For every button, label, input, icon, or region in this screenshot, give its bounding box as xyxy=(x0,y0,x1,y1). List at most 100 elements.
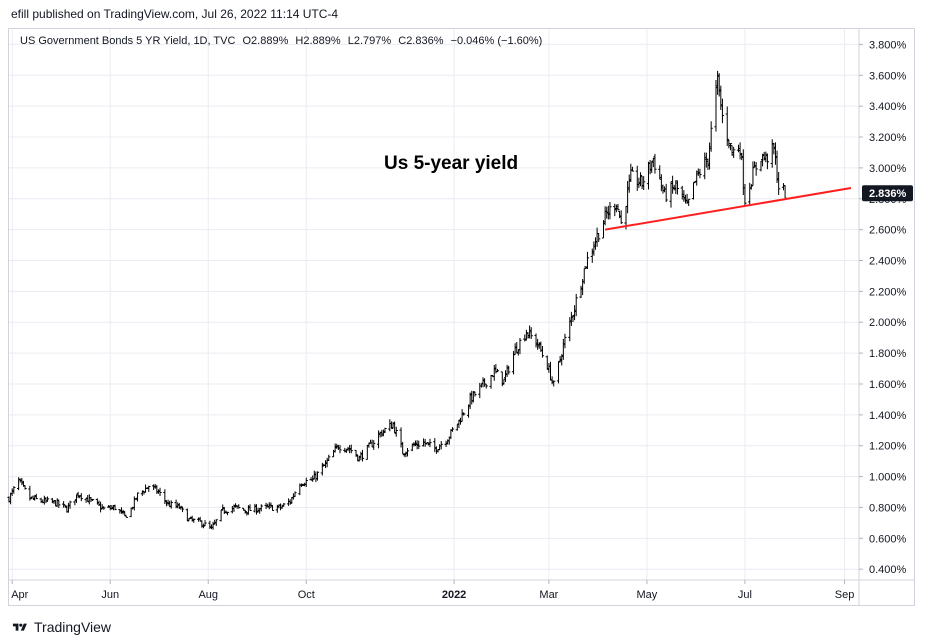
tradingview-brand[interactable]: TradingView xyxy=(12,619,111,635)
ohlc-bar xyxy=(237,504,241,509)
ohlc-bar xyxy=(192,518,196,523)
y-tick-label: 1.200% xyxy=(869,441,907,453)
ohlc-bar xyxy=(360,449,365,462)
ohlc-bar xyxy=(698,168,702,179)
y-tick-label: 1.800% xyxy=(869,348,907,360)
ohlc-bar xyxy=(489,374,493,389)
x-tick-label: Jun xyxy=(101,589,119,601)
ohlc-bar xyxy=(473,391,477,397)
ohlc-bar xyxy=(338,444,342,454)
ohlc-bar xyxy=(619,210,623,224)
ohlc-bar xyxy=(529,327,533,340)
tradingview-logo-icon xyxy=(12,623,27,631)
ohlc-bar xyxy=(405,447,410,457)
ohlc-bar xyxy=(34,493,38,500)
ohlc-bar xyxy=(219,509,223,522)
legend-symbol: US Government Bonds 5 YR Yield, 1D, TVC xyxy=(20,35,236,47)
ohlc-bar xyxy=(608,201,612,220)
ohlc-bar xyxy=(556,361,561,384)
chart-legend: US Government Bonds 5 YR Yield, 1D, TVC … xyxy=(20,35,542,47)
ohlc-bar xyxy=(169,500,173,509)
ohlc-bar xyxy=(225,511,230,516)
ohlc-bar xyxy=(102,506,106,510)
ohlc-bar xyxy=(725,106,729,147)
y-tick-label: 0.600% xyxy=(869,533,907,545)
ohlc-bar xyxy=(720,98,725,124)
y-tick-label: 3.400% xyxy=(869,101,907,113)
ohlc-bar xyxy=(450,427,455,432)
ohlc-bar xyxy=(315,471,320,481)
ohlc-bar xyxy=(638,172,643,187)
ohlc-bar xyxy=(687,198,691,206)
ohlc-bar xyxy=(616,203,620,211)
ohlc-bar xyxy=(709,121,713,152)
ohlc-bar xyxy=(327,454,331,461)
ohlc-bar xyxy=(23,485,27,490)
x-tick-label: Aug xyxy=(198,589,218,601)
ohlc-bar xyxy=(728,143,733,151)
ohlc-bar xyxy=(349,444,353,454)
ohlc-bar xyxy=(98,501,103,513)
x-tick-label: 2022 xyxy=(442,589,466,601)
y-tick-label: 0.800% xyxy=(869,502,907,514)
x-tick-label: Apr xyxy=(11,589,28,601)
ohlc-bar xyxy=(394,426,398,437)
ohlc-bar xyxy=(57,499,61,508)
ohlc-bar xyxy=(180,506,185,513)
ohlc-bar xyxy=(484,383,488,389)
ohlc-bar xyxy=(158,487,162,496)
ohlc-bar xyxy=(259,504,263,512)
ohlc-bar xyxy=(68,500,72,509)
ohlc-bar xyxy=(642,176,646,190)
ohlc-bar xyxy=(563,333,567,349)
legend-low: L2.797% xyxy=(347,35,392,47)
ohlc-bar xyxy=(270,505,275,512)
legend-close: C2.836% xyxy=(398,35,444,47)
ohlc-bar xyxy=(495,368,500,373)
y-tick-label: 1.600% xyxy=(869,379,907,391)
legend-high: H2.889% xyxy=(295,35,341,47)
ohlc-bar xyxy=(233,503,238,508)
y-tick-label: 2.400% xyxy=(869,256,907,268)
y-tick-label: 2.600% xyxy=(869,225,907,237)
ohlc-bar xyxy=(691,182,696,200)
ohlc-bar xyxy=(135,492,140,502)
ohlc-bar xyxy=(582,268,586,284)
ohlc-bar xyxy=(664,183,668,203)
x-tick-label: Oct xyxy=(298,589,315,601)
ohlc-bar xyxy=(574,293,578,317)
ohlc-bar xyxy=(540,345,545,358)
ohlc-bar xyxy=(754,161,758,176)
ohlc-bar xyxy=(383,427,387,434)
y-tick-label: 1.400% xyxy=(869,410,907,422)
x-tick-label: Jul xyxy=(738,589,752,601)
ohlc-bar xyxy=(751,161,755,186)
ohlc-bar xyxy=(123,510,127,516)
ohlc-bar xyxy=(743,184,747,206)
y-tick-label: 3.000% xyxy=(869,163,907,175)
legend-open: O2.889% xyxy=(242,35,289,47)
y-tick-label: 0.400% xyxy=(869,564,907,576)
ohlc-bar xyxy=(439,440,443,450)
y-tick-label: 2.000% xyxy=(869,317,907,329)
y-tick-label: 3.800% xyxy=(869,39,907,51)
published-caption: efill published on TradingView.com, Jul … xyxy=(11,7,339,21)
x-tick-label: Mar xyxy=(539,589,558,601)
ohlc-bar xyxy=(185,508,189,522)
legend-change: −0.046% (−1.60%) xyxy=(450,35,543,47)
ohlc-bar xyxy=(211,521,215,530)
y-tick-label: 3.200% xyxy=(869,132,907,144)
ohlc-bar xyxy=(675,180,680,195)
ohlc-bar xyxy=(203,520,207,527)
ohlc-bar xyxy=(630,166,635,172)
ohlc-bar xyxy=(653,153,657,174)
ohlc-bar xyxy=(79,493,83,502)
ohlc-bar xyxy=(428,438,432,448)
ohlc-bar xyxy=(124,515,128,519)
ohlc-bar xyxy=(552,380,556,387)
ohlc-bar xyxy=(147,485,151,492)
ohlc-bar xyxy=(243,509,247,514)
ohlc-bar xyxy=(462,412,466,416)
y-tick-label: 1.000% xyxy=(869,472,907,484)
